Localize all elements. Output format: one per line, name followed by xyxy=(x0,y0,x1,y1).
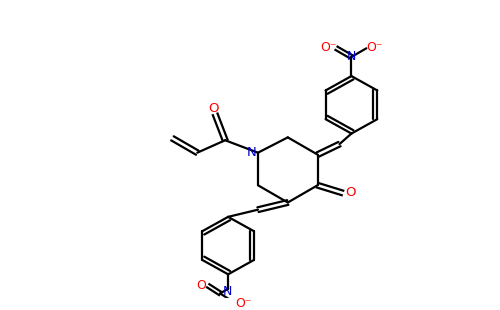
Text: O: O xyxy=(208,102,218,115)
Text: O⁻: O⁻ xyxy=(320,41,337,54)
Text: N: N xyxy=(222,285,232,298)
Text: O: O xyxy=(196,279,206,292)
Text: N: N xyxy=(346,51,356,64)
Text: O⁻: O⁻ xyxy=(366,41,382,54)
Text: O⁻: O⁻ xyxy=(235,297,252,310)
Text: N: N xyxy=(247,146,257,159)
Text: O: O xyxy=(345,186,356,199)
